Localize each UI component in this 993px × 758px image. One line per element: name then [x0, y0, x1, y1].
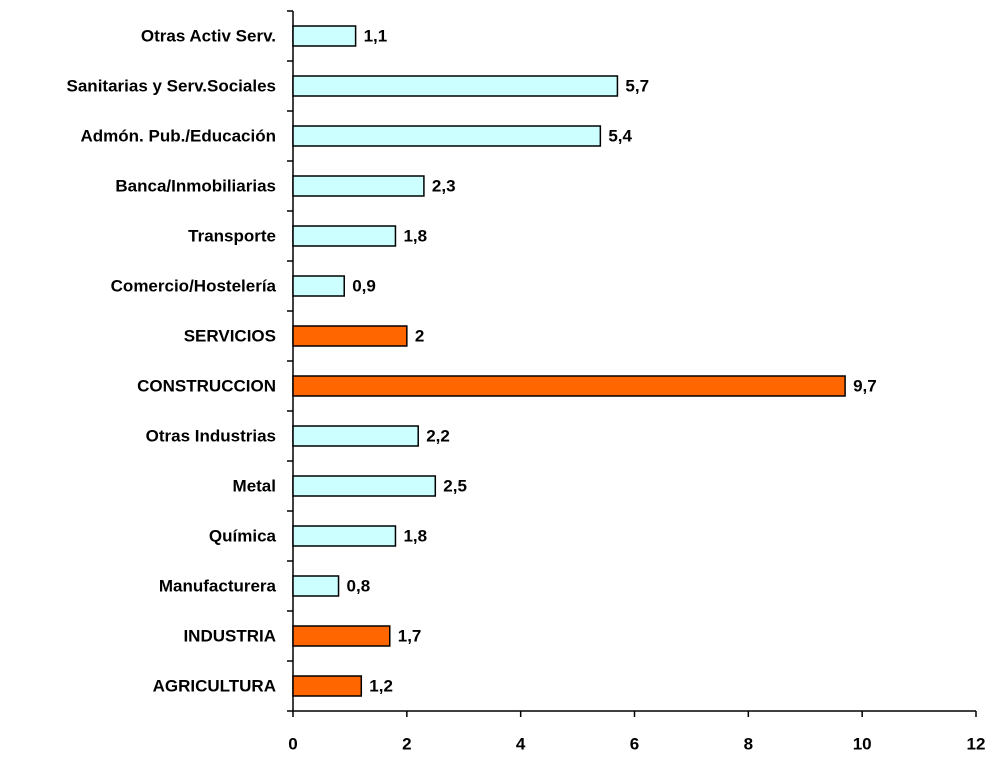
y-tick-label: CONSTRUCCION — [137, 376, 276, 395]
data-label: 1,1 — [364, 26, 388, 45]
data-label: 2,5 — [443, 476, 467, 495]
bar — [292, 75, 619, 97]
bar — [292, 425, 419, 447]
data-label: 1,8 — [403, 226, 427, 245]
y-tick-label: Manufacturera — [159, 576, 277, 595]
x-tick-label: 10 — [853, 734, 872, 753]
bar — [292, 375, 846, 397]
x-tick-label: 2 — [402, 734, 411, 753]
bar — [292, 475, 437, 497]
y-tick-label: Metal — [233, 476, 276, 495]
bar — [292, 275, 345, 297]
y-tick-label: Admón. Pub./Educación — [80, 126, 276, 145]
bar — [292, 125, 602, 147]
bar — [292, 575, 340, 597]
y-tick-label: Otras Activ Serv. — [141, 26, 276, 45]
x-tick-label: 6 — [630, 734, 639, 753]
bar — [292, 325, 408, 347]
y-tick-label: INDUSTRIA — [183, 626, 276, 645]
bar — [292, 25, 357, 47]
x-tick-label: 0 — [288, 734, 297, 753]
data-label: 0,9 — [352, 276, 376, 295]
bar — [292, 625, 391, 647]
data-label: 2,2 — [426, 426, 450, 445]
data-label: 1,7 — [398, 626, 422, 645]
data-label: 2,3 — [432, 176, 456, 195]
y-tick-label: AGRICULTURA — [153, 676, 276, 695]
y-tick-label: Transporte — [188, 226, 276, 245]
y-tick-label: Otras Industrias — [146, 426, 276, 445]
y-tick-label: Química — [209, 526, 277, 545]
y-tick-label: SERVICIOS — [184, 326, 276, 345]
data-label: 5,7 — [625, 76, 649, 95]
data-label: 1,2 — [369, 676, 393, 695]
bar — [292, 225, 397, 247]
data-label: 5,4 — [608, 126, 632, 145]
bar — [292, 525, 397, 547]
data-label: 0,8 — [347, 576, 371, 595]
x-tick-label: 4 — [516, 734, 526, 753]
y-tick-label: Sanitarias y Serv.Sociales — [67, 76, 276, 95]
x-tick-label: 12 — [967, 734, 986, 753]
bar — [292, 675, 363, 697]
data-label: 1,8 — [403, 526, 427, 545]
y-tick-label: Comercio/Hostelería — [111, 276, 277, 295]
y-tick-label: Banca/Inmobiliarias — [115, 176, 276, 195]
x-tick-label: 8 — [744, 734, 753, 753]
bar — [292, 175, 425, 197]
data-label: 9,7 — [853, 376, 877, 395]
data-label: 2 — [415, 326, 424, 345]
